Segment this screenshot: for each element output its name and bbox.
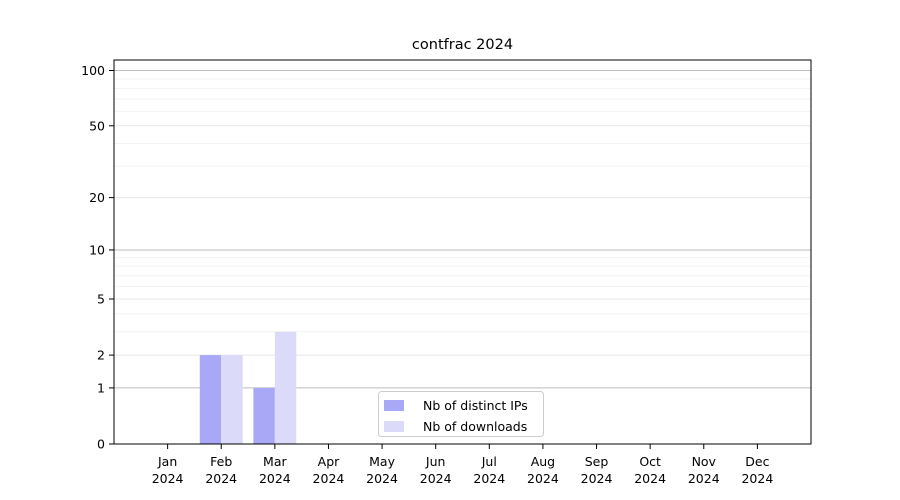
legend-box <box>378 391 544 437</box>
y-tick-label-50: 50 <box>89 118 105 133</box>
x-tick-label-month-sep: Sep <box>585 454 609 469</box>
y-grid-minor <box>114 78 811 333</box>
x-tick-label-year-sep: 2024 <box>581 471 613 486</box>
x-tick-label-year-jun: 2024 <box>420 471 452 486</box>
legend: Nb of distinct IPs Nb of downloads <box>378 391 544 437</box>
x-tick-label-year-mar: 2024 <box>259 471 291 486</box>
legend-swatch-distinct-ips <box>384 400 404 411</box>
x-tick-label-year-may: 2024 <box>366 471 398 486</box>
bar-downloads-feb <box>221 355 243 444</box>
legend-swatch-downloads <box>384 421 404 432</box>
bar-downloads-mar <box>274 331 297 444</box>
x-tick-label-year-oct: 2024 <box>634 471 666 486</box>
x-tick-label-month-aug: Aug <box>531 454 555 469</box>
chart-title: contfrac 2024 <box>411 37 514 53</box>
x-tick-label-year-jul: 2024 <box>473 471 505 486</box>
x-tick-label-year-jan: 2024 <box>152 471 184 486</box>
bar-distinct-ips-mar <box>253 387 275 444</box>
x-tick-label-year-nov: 2024 <box>688 471 720 486</box>
legend-label-downloads: Nb of downloads <box>423 419 527 434</box>
y-tick-label-10: 10 <box>89 242 105 257</box>
x-tick-label-month-feb: Feb <box>210 454 232 469</box>
y-tick-label-100: 100 <box>81 63 105 78</box>
bar-distinct-ips-feb <box>199 355 222 444</box>
x-tick-label-year-feb: 2024 <box>205 471 237 486</box>
x-tick-label-year-aug: 2024 <box>527 471 559 486</box>
x-tick-label-month-jun: Jun <box>425 454 446 469</box>
x-tick-label-month-mar: Mar <box>263 454 287 469</box>
x-tick-label-month-dec: Dec <box>745 454 769 469</box>
x-tick-label-month-oct: Oct <box>639 454 661 469</box>
y-tick-label-1: 1 <box>97 380 105 395</box>
y-tick-label-5: 5 <box>97 291 105 306</box>
x-tick-label-year-dec: 2024 <box>741 471 773 486</box>
x-tick-label-month-may: May <box>369 454 395 469</box>
x-tick-label-year-apr: 2024 <box>313 471 345 486</box>
y-axis: 0 1 2 5 10 20 50 100 <box>81 63 114 452</box>
y-tick-label-0: 0 <box>97 437 105 452</box>
y-tick-label-2: 2 <box>97 348 105 363</box>
x-tick-label-month-apr: Apr <box>318 454 340 469</box>
y-tick-label-20: 20 <box>89 190 105 205</box>
x-axis: Jan 2024 Feb 2024 Mar 2024 Apr 2024 May 2024 Jun 20… <box>152 444 773 486</box>
bars <box>199 331 297 444</box>
legend-label-distinct-ips: Nb of distinct IPs <box>423 398 528 413</box>
x-tick-label-month-jan: Jan <box>157 454 177 469</box>
plot-border <box>113 59 812 445</box>
x-tick-label-month-jul: Jul <box>481 454 497 469</box>
x-tick-label-month-nov: Nov <box>692 454 717 469</box>
